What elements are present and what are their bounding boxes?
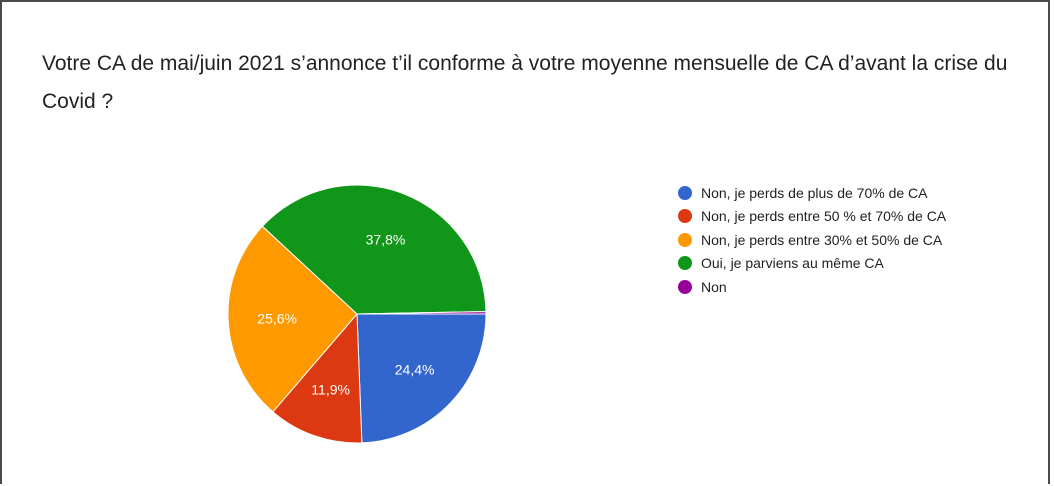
legend-label: Non, je perds entre 30% et 50% de CA [701,231,943,248]
legend-label: Non, je perds de plus de 70% de CA [701,184,928,201]
legend-swatch [678,209,692,224]
legend-label: Non [701,278,727,295]
legend-item: Non, je perds de plus de 70% de CA [678,181,946,205]
legend: Non, je perds de plus de 70% de CA Non, j… [678,181,946,299]
legend-swatch [678,279,692,294]
slice-value-label: 25,6% [257,311,297,327]
legend-item: Non, je perds entre 30% et 50% de CA [678,228,946,252]
slice-50-70 [272,312,363,444]
slice-meme-ca [261,184,487,315]
legend-item: Non [678,275,946,299]
slice-value-label: 24,4% [395,361,435,377]
slice-non [356,311,487,315]
legend-swatch [678,185,692,200]
slice-plus-70 [356,313,487,444]
legend-swatch [678,232,692,247]
legend-label: Non, je perds entre 50 % et 70% de CA [701,208,947,225]
slice-value-label: 37,8% [366,231,406,247]
legend-item: Non, je perds entre 50 % et 70% de CA [678,205,946,229]
chart-title: Votre CA de mai/juin 2021 s’annonce t’il… [42,52,1008,113]
legend-swatch [678,256,692,271]
slice-30-50 [227,225,358,413]
slice-value-label: 11,9% [311,382,350,398]
legend-item: Oui, je parviens au même CA [678,252,946,276]
legend-label: Oui, je parviens au même CA [701,255,884,272]
